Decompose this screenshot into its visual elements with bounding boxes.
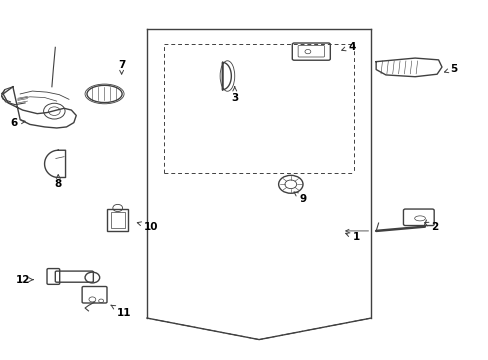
Text: 10: 10 xyxy=(137,222,158,231)
Text: 12: 12 xyxy=(15,275,33,285)
Polygon shape xyxy=(44,150,65,177)
Text: 4: 4 xyxy=(341,42,355,51)
Text: 8: 8 xyxy=(55,175,61,189)
Text: 6: 6 xyxy=(11,118,25,128)
Text: 5: 5 xyxy=(444,64,457,74)
Text: 7: 7 xyxy=(118,60,125,74)
Text: 2: 2 xyxy=(424,222,437,231)
Text: 3: 3 xyxy=(231,87,238,103)
Polygon shape xyxy=(222,62,231,90)
Text: 11: 11 xyxy=(111,305,131,318)
Text: 9: 9 xyxy=(293,192,306,204)
Text: 1: 1 xyxy=(345,232,360,242)
Polygon shape xyxy=(375,58,441,77)
